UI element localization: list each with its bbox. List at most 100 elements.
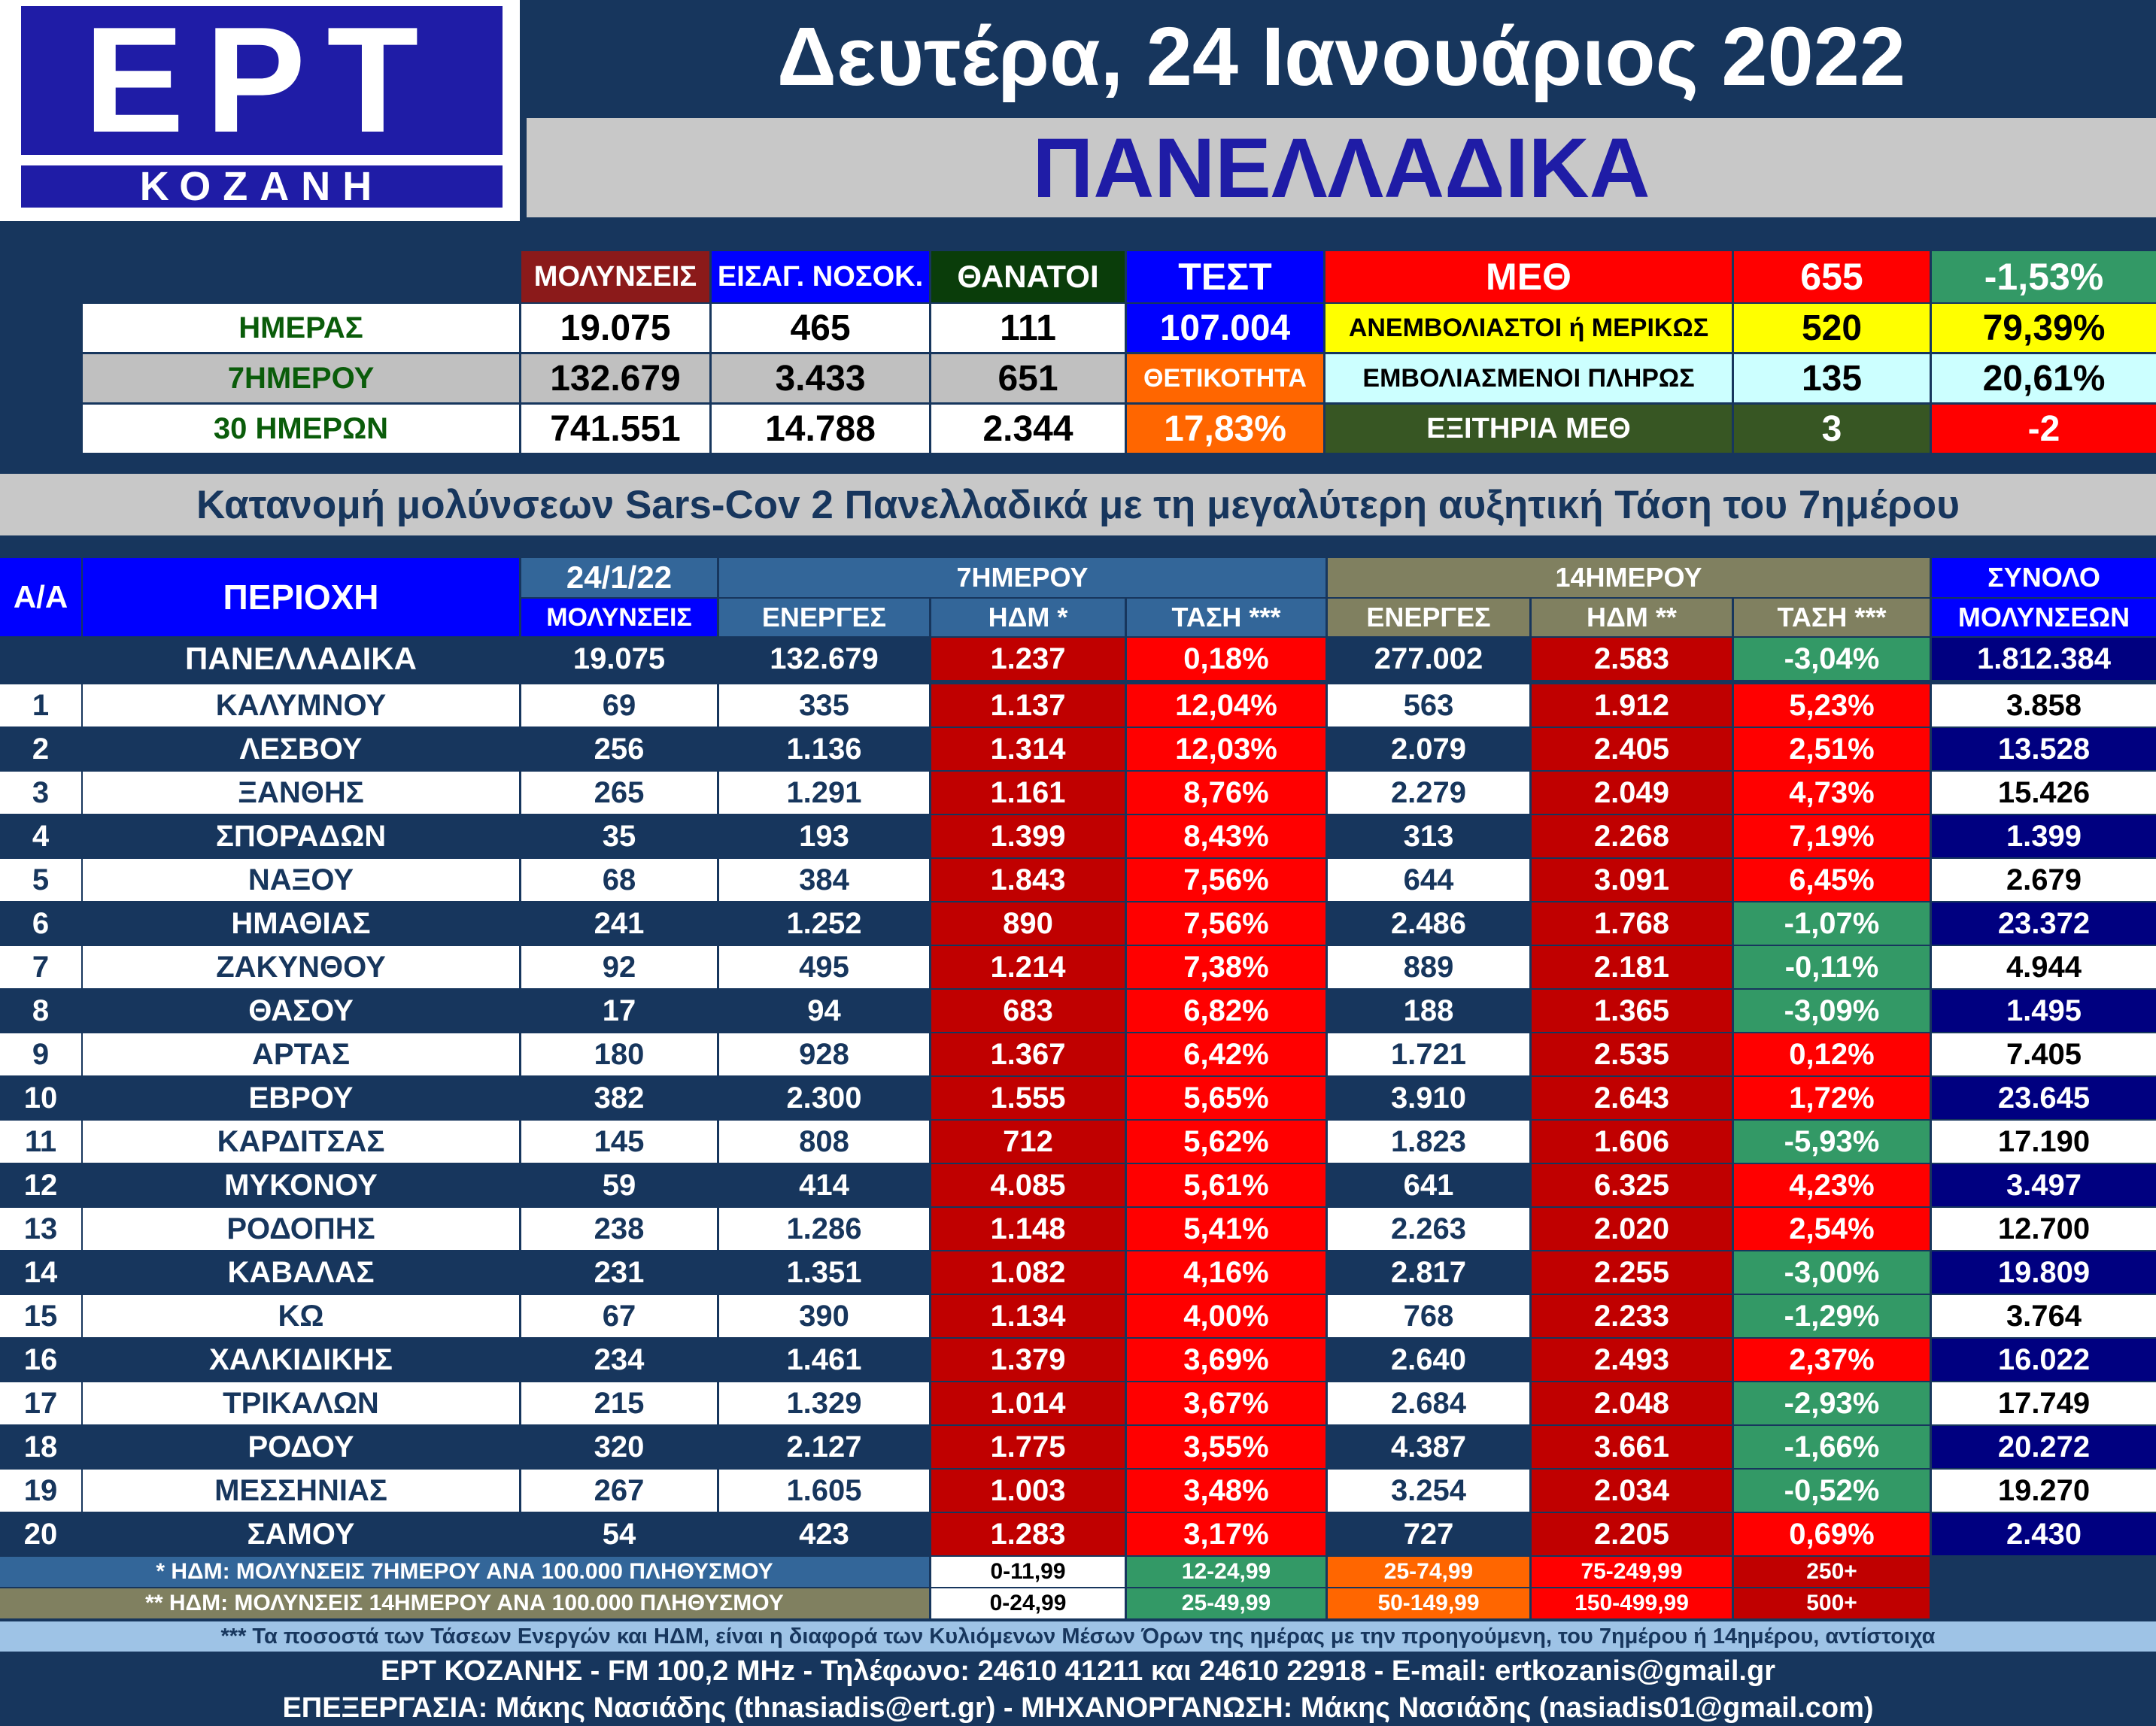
row-7day-active: 1.252 — [719, 902, 929, 945]
ert-logo: ΕΡΤ ΚΟΖΑΝΗ — [0, 0, 520, 221]
row-14day-trend: 0,12% — [1734, 1033, 1930, 1075]
row-today: 68 — [521, 859, 717, 901]
summary-label-week: 7ΗΜΕΡΟΥ — [83, 354, 519, 402]
row-14day-trend: -0,52% — [1734, 1470, 1930, 1512]
row-7day-trend: 5,61% — [1127, 1164, 1325, 1206]
row-region: ΜΕΣΣΗΝΙΑΣ — [83, 1470, 519, 1512]
row-7day-trend: 7,56% — [1127, 859, 1325, 901]
summary-day-infections: 19.075 — [521, 304, 709, 352]
summary-week-infections: 132.679 — [521, 354, 709, 402]
row-14day-hdm: 2.205 — [1532, 1513, 1732, 1555]
row-7day-trend: 6,42% — [1127, 1033, 1325, 1075]
row-7day-active: 2.300 — [719, 1077, 929, 1119]
row-7day-hdm: 1.283 — [931, 1513, 1125, 1555]
summary-day-tests: 107.004 — [1127, 304, 1323, 352]
table-row: 12 ΜΥΚΟΝΟΥ 59 414 4.085 5,61% 641 6.325 4,23% 3.4… — [0, 1164, 2156, 1206]
row-7day-active: 335 — [719, 684, 929, 726]
header-7day: 7ΗΜΕΡΟΥ — [719, 558, 1325, 597]
row-region: ΣΑΜΟΥ — [83, 1513, 519, 1555]
row-14day-hdm: 2.268 — [1532, 815, 1732, 857]
row-14day-trend: 4,73% — [1734, 772, 1930, 814]
row-number: 20 — [0, 1513, 81, 1555]
row-7day-hdm: 1.014 — [931, 1382, 1125, 1424]
row-7day-active: 193 — [719, 815, 929, 857]
row-today: 145 — [521, 1121, 717, 1163]
row-14day-trend: 4,23% — [1734, 1164, 1930, 1206]
row-number: 14 — [0, 1251, 81, 1294]
row-total: 3.497 — [1932, 1164, 2156, 1206]
row-number: 17 — [0, 1382, 81, 1424]
row-14day-trend: 7,19% — [1734, 815, 1930, 857]
row-7day-trend: 3,48% — [1127, 1470, 1325, 1512]
logo-city-text: ΚΟΖΑΝΗ — [21, 165, 503, 208]
row-14day-trend: -3,00% — [1734, 1251, 1930, 1294]
row-7day-active: 1.351 — [719, 1251, 929, 1294]
row-14day-trend: -5,93% — [1734, 1121, 1930, 1163]
row-region: ΡΟΔΟΠΗΣ — [83, 1208, 519, 1250]
row-7day-hdm: 1.314 — [931, 728, 1125, 770]
national-aa-cell — [0, 638, 81, 680]
header-total-2: ΜΟΛΥΝΣΕΩΝ — [1932, 599, 2156, 636]
national-week-trend: 0,18% — [1127, 638, 1325, 680]
row-7day-active: 1.291 — [719, 772, 929, 814]
row-7day-active: 414 — [719, 1164, 929, 1206]
row-today: 382 — [521, 1077, 717, 1119]
row-14day-active: 727 — [1328, 1513, 1529, 1555]
legend-range-14day: 50-149,99 — [1328, 1588, 1529, 1618]
table-row: 20 ΣΑΜΟΥ 54 423 1.283 3,17% 727 2.205 0,69% 2.430 — [0, 1513, 2156, 1555]
row-region: ΧΑΛΚΙΔΙΚΗΣ — [83, 1339, 519, 1381]
summary-day-hospital: 465 — [712, 304, 929, 352]
national-2week-hdm: 2.583 — [1532, 638, 1732, 680]
icu-vaccinated-value: 135 — [1734, 354, 1930, 402]
row-7day-hdm: 1.843 — [931, 859, 1125, 901]
row-7day-active: 1.286 — [719, 1208, 929, 1250]
summary-week-hospital: 3.433 — [712, 354, 929, 402]
row-number: 9 — [0, 1033, 81, 1075]
icu-discharges-value: 3 — [1734, 405, 1930, 453]
row-7day-active: 94 — [719, 990, 929, 1032]
row-number: 10 — [0, 1077, 81, 1119]
row-region: ΛΕΣΒΟΥ — [83, 728, 519, 770]
table-row: 5 ΝΑΞΟΥ 68 384 1.843 7,56% 644 3.091 6,45% 2.679 — [0, 859, 2156, 901]
summary-label-day: ΗΜΕΡΑΣ — [83, 304, 519, 352]
positivity-label: ΘΕΤΙΚΟΤΗΤΑ — [1127, 354, 1323, 402]
row-7day-hdm: 683 — [931, 990, 1125, 1032]
summary-day-deaths: 111 — [931, 304, 1125, 352]
legend-range-7day: 25-74,99 — [1328, 1557, 1529, 1587]
row-7day-active: 1.461 — [719, 1339, 929, 1381]
table-row: 19 ΜΕΣΣΗΝΙΑΣ 267 1.605 1.003 3,48% 3.254 2.034-… — [0, 1470, 2156, 1512]
national-region: ΠΑΝΕΛΛΑΔΙΚΑ — [83, 638, 519, 680]
row-region: ΤΡΙΚΑΛΩΝ — [83, 1382, 519, 1424]
row-total: 2.679 — [1932, 859, 2156, 901]
legend-range-14day: 25-49,99 — [1127, 1588, 1325, 1618]
row-7day-trend: 3,55% — [1127, 1426, 1325, 1468]
header-test: ΤΕΣΤ — [1127, 251, 1323, 302]
row-today: 180 — [521, 1033, 717, 1075]
row-7day-hdm: 1.137 — [931, 684, 1125, 726]
row-14day-hdm: 2.405 — [1532, 728, 1732, 770]
row-14day-hdm: 1.768 — [1532, 902, 1732, 945]
header-7day-hdm: ΗΔΜ * — [931, 599, 1125, 636]
table-title: Κατανομή μολύνσεων Sars-Cov 2 Πανελλαδικ… — [0, 474, 2156, 535]
icu-unvaccinated-value: 520 — [1734, 304, 1930, 352]
row-total: 19.809 — [1932, 1251, 2156, 1294]
row-region: ΣΠΟΡΑΔΩΝ — [83, 815, 519, 857]
summary-month-deaths: 2.344 — [931, 405, 1125, 453]
icu-unvaccinated-label: ΑΝΕΜΒΟΛΙΑΣΤΟΙ ή ΜΕΡΙΚΩΣ — [1325, 304, 1732, 352]
row-number: 13 — [0, 1208, 81, 1250]
row-region: ΗΜΑΘΙΑΣ — [83, 902, 519, 945]
row-today: 69 — [521, 684, 717, 726]
row-14day-hdm: 2.493 — [1532, 1339, 1732, 1381]
table-row: 4 ΣΠΟΡΑΔΩΝ 35 193 1.399 8,43% 313 2.268 7,19% 1.3… — [0, 815, 2156, 857]
row-total: 3.858 — [1932, 684, 2156, 726]
national-2week-trend: -3,04% — [1734, 638, 1930, 680]
row-total: 23.645 — [1932, 1077, 2156, 1119]
row-14day-active: 1.721 — [1328, 1033, 1529, 1075]
row-7day-trend: 6,82% — [1127, 990, 1325, 1032]
row-14day-hdm: 2.181 — [1532, 946, 1732, 988]
row-region: ΝΑΞΟΥ — [83, 859, 519, 901]
row-7day-trend: 3,17% — [1127, 1513, 1325, 1555]
header-14day-active: ΕΝΕΡΓΕΣ — [1328, 599, 1529, 636]
row-7day-trend: 7,56% — [1127, 902, 1325, 945]
row-number: 7 — [0, 946, 81, 988]
